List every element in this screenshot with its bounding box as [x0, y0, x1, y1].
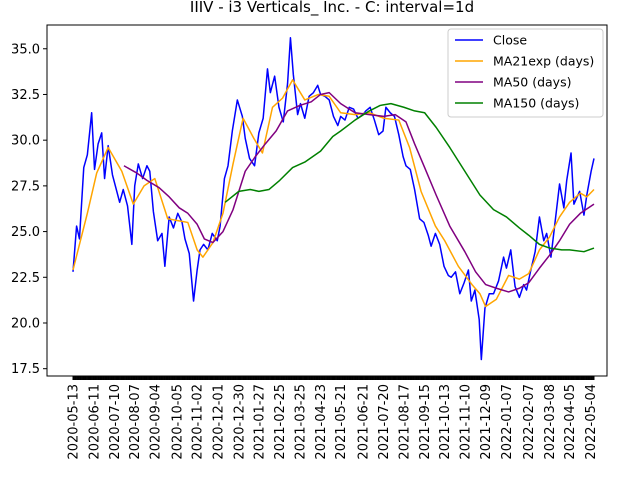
- series-line-1: [72, 79, 595, 308]
- y-tick-label: 20.0: [11, 316, 40, 331]
- x-tick-label: 2022-04-05: [563, 384, 578, 460]
- x-tick-label: 2021-05-21: [334, 384, 349, 460]
- x-tick-label: 2021-01-27: [252, 384, 267, 460]
- series-line-2: [123, 91, 595, 293]
- axes-layer: 17.5 20.0 22.5 25.0 27.5 30.0 32.5 35.0 2020-05-…: [11, 24, 608, 460]
- legend-label-1: MA21exp (days): [493, 54, 594, 69]
- x-tick-label: 2021-06-21: [356, 384, 371, 460]
- y-tick-label: 32.5: [11, 88, 40, 103]
- x-tick-label: 2021-03-25: [293, 384, 308, 460]
- x-tick-label: 2022-02-07: [522, 384, 537, 460]
- plot-layer: [72, 37, 595, 361]
- y-tick-label: 30.0: [11, 134, 40, 149]
- x-tick-label: 2020-12-30: [232, 384, 247, 460]
- series-line-3: [224, 102, 595, 253]
- legend-label-0: Close: [493, 33, 527, 48]
- x-tick-label: 2021-12-09: [479, 384, 494, 460]
- chart-title: IIIV - i3 Verticals_ Inc. - C: interval=…: [190, 0, 474, 17]
- x-tick-label: 2021-09-15: [418, 384, 433, 460]
- legend-box: [447, 28, 604, 118]
- y-tick-label: 35.0: [11, 42, 40, 57]
- x-tick-label: 2021-10-13: [438, 384, 453, 460]
- y-tick-label: 17.5: [11, 362, 40, 377]
- legend: Close MA21exp (days) MA50 (days) MA150 (day…: [447, 28, 604, 118]
- x-tick-label: 2020-10-05: [171, 384, 186, 460]
- x-tick-label: 2021-04-23: [314, 384, 329, 460]
- legend-label-2: MA50 (days): [493, 75, 571, 90]
- x-tick-label: 2020-11-02: [191, 384, 206, 460]
- x-tick-label: 2022-03-08: [543, 384, 558, 460]
- series-line-0: [72, 37, 595, 361]
- x-tick-label: 2021-07-20: [377, 384, 392, 460]
- x-tick-label: 2020-08-07: [128, 384, 143, 460]
- x-tick-label: 2020-06-11: [87, 384, 102, 460]
- y-tick-label: 27.5: [11, 179, 40, 194]
- x-tick-label: 2022-05-04: [584, 384, 599, 460]
- x-tick-label: 2021-08-17: [397, 384, 412, 460]
- x-tick-label: 2020-07-10: [108, 384, 123, 460]
- y-tick-label: 25.0: [11, 225, 40, 240]
- x-tick-label: 2020-09-04: [148, 384, 163, 460]
- x-tick-label: 2022-01-07: [500, 384, 515, 460]
- y-tick-label: 22.5: [11, 271, 40, 286]
- x-tick-label: 2020-05-13: [67, 384, 82, 460]
- x-tick-label: 2021-02-25: [273, 384, 288, 460]
- x-tick-label: 2020-12-01: [211, 384, 226, 460]
- x-tick-label: 2021-11-10: [458, 384, 473, 460]
- legend-label-3: MA150 (days): [493, 96, 579, 111]
